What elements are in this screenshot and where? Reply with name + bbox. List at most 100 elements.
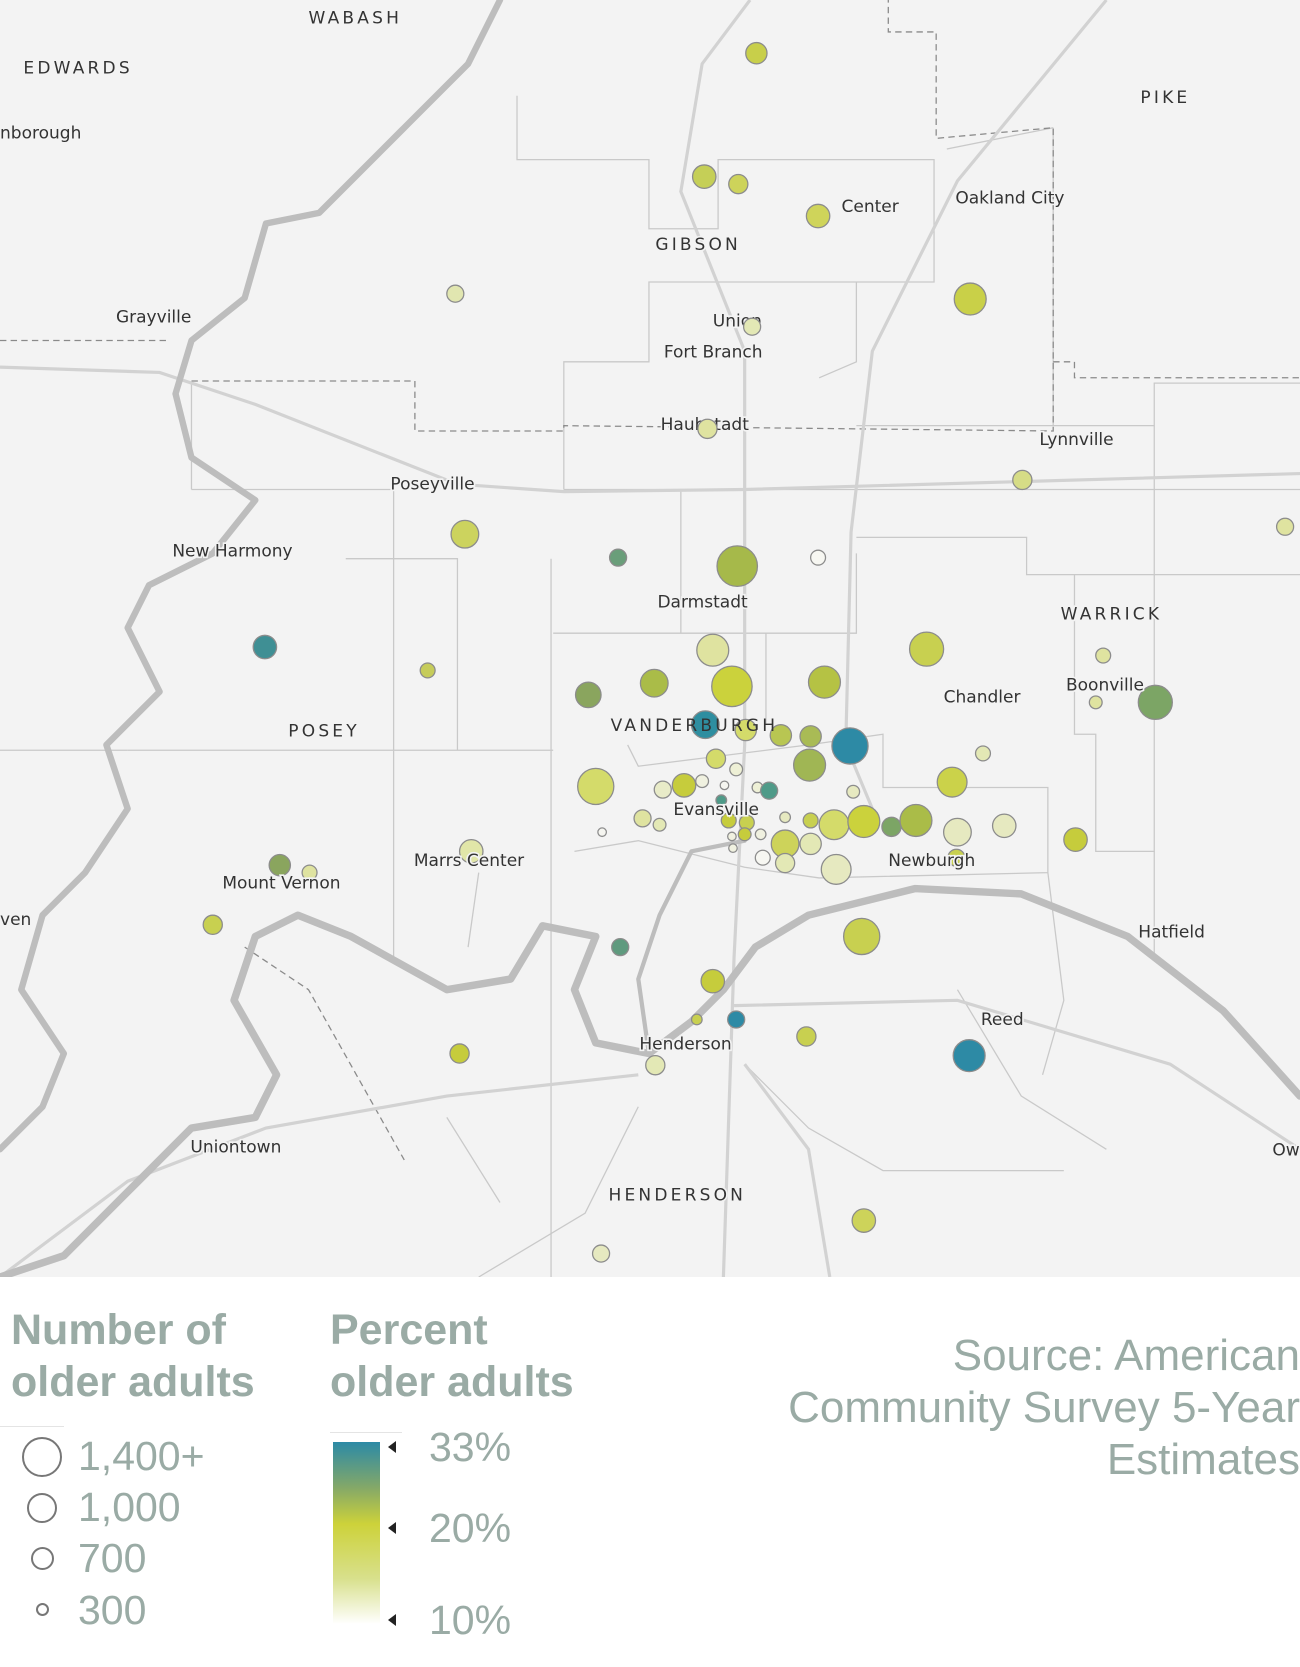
data-circle[interactable]: [690, 1013, 703, 1026]
data-circle[interactable]: [608, 548, 628, 567]
data-circle[interactable]: [745, 41, 768, 65]
data-circle[interactable]: [974, 745, 992, 762]
data-circle[interactable]: [936, 766, 968, 798]
data-circle[interactable]: [952, 1039, 986, 1073]
data-circle[interactable]: [697, 418, 718, 440]
data-circle[interactable]: [591, 1244, 611, 1263]
label-oakland-city: Oakland City: [955, 188, 1064, 208]
label-gibson: GIBSON: [655, 235, 741, 255]
data-circle[interactable]: [645, 1055, 666, 1076]
data-circle[interactable]: [805, 203, 831, 229]
label-mount-vernon: Mount Vernon: [222, 874, 340, 894]
data-circle[interactable]: [769, 724, 793, 747]
data-circle[interactable]: [953, 282, 987, 316]
data-circle[interactable]: [807, 665, 842, 699]
data-circle[interactable]: [715, 794, 728, 807]
data-circle[interactable]: [796, 1026, 817, 1047]
data-circle[interactable]: [774, 852, 796, 874]
data-circle[interactable]: [779, 811, 792, 824]
data-circle[interactable]: [737, 827, 752, 842]
data-circle[interactable]: [847, 804, 881, 839]
color-ramp: [333, 1442, 380, 1624]
label-vanderburgh: VANDERBURGH: [611, 716, 779, 736]
size-legend-title-line1: Number of: [11, 1306, 226, 1354]
data-circle[interactable]: [760, 781, 779, 800]
label-warrick: WARRICK: [1061, 604, 1163, 624]
rivers: [0, 0, 1300, 1277]
data-circle[interactable]: [705, 748, 727, 769]
data-circle[interactable]: [639, 668, 669, 698]
data-circle[interactable]: [301, 864, 318, 881]
data-circle[interactable]: [202, 914, 223, 935]
data-circle[interactable]: [1137, 684, 1173, 721]
data-circle[interactable]: [720, 812, 737, 829]
color-legend-divider: [330, 1432, 402, 1433]
data-circle[interactable]: [458, 838, 484, 864]
data-circle[interactable]: [728, 843, 738, 854]
data-circle[interactable]: [809, 549, 827, 566]
data-circle[interactable]: [818, 809, 850, 841]
data-circle[interactable]: [653, 780, 672, 799]
data-circle[interactable]: [691, 164, 717, 189]
data-circle[interactable]: [728, 173, 749, 195]
data-circle[interactable]: [942, 817, 972, 847]
data-circle[interactable]: [742, 317, 762, 336]
data-circle[interactable]: [1095, 647, 1112, 664]
data-circle[interactable]: [419, 662, 436, 679]
data-circle[interactable]: [734, 718, 758, 742]
data-circle[interactable]: [1012, 469, 1033, 491]
data-circle[interactable]: [831, 727, 869, 765]
data-circle[interactable]: [908, 631, 945, 667]
data-circle[interactable]: [846, 784, 861, 799]
data-circle[interactable]: [577, 767, 615, 806]
label-new-harmony: New Harmony: [172, 542, 292, 562]
data-circle[interactable]: [719, 780, 730, 791]
data-circle[interactable]: [881, 816, 902, 838]
data-circle[interactable]: [446, 284, 465, 303]
data-circle[interactable]: [1088, 695, 1103, 710]
data-circle[interactable]: [449, 1043, 470, 1064]
data-circle[interactable]: [450, 519, 480, 549]
data-circle[interactable]: [851, 1208, 877, 1233]
data-circle[interactable]: [268, 853, 292, 877]
data-circle[interactable]: [947, 848, 966, 867]
data-circle[interactable]: [729, 762, 744, 777]
data-circle[interactable]: [716, 545, 759, 587]
data-circle[interactable]: [1275, 517, 1295, 536]
data-circle[interactable]: [695, 774, 710, 789]
size-label-700: 700: [78, 1535, 147, 1581]
label-wabash: WABASH: [309, 8, 403, 28]
data-circle[interactable]: [611, 937, 630, 957]
data-circle[interactable]: [633, 809, 652, 828]
data-circle[interactable]: [597, 827, 608, 838]
data-circle[interactable]: [574, 681, 602, 709]
data-circle[interactable]: [1063, 827, 1088, 852]
data-circle[interactable]: [754, 849, 771, 866]
label-boonville: Boonville: [1066, 676, 1144, 696]
data-circle[interactable]: [842, 917, 881, 956]
data-circle[interactable]: [711, 665, 753, 708]
color-legend-title-line1: Percent: [330, 1306, 488, 1354]
circles: [202, 41, 1295, 1263]
data-circle[interactable]: [899, 803, 933, 838]
data-circle[interactable]: [991, 813, 1017, 839]
data-circle[interactable]: [690, 710, 720, 740]
data-circle[interactable]: [700, 968, 726, 994]
roads: [0, 0, 1300, 1277]
data-circle[interactable]: [799, 725, 822, 748]
data-circle[interactable]: [652, 817, 667, 832]
label-evansville: Evansville: [673, 800, 759, 820]
data-circle[interactable]: [799, 832, 822, 856]
data-circle[interactable]: [802, 812, 819, 829]
data-circle[interactable]: [792, 748, 827, 782]
data-circle[interactable]: [727, 831, 737, 842]
data-circle[interactable]: [252, 634, 278, 660]
map[interactable]: WABASH EDWARDS nborough PIKE Center Oakl…: [0, 0, 1300, 1277]
data-circle[interactable]: [754, 828, 767, 841]
size-circle-700: [31, 1547, 54, 1570]
data-circle[interactable]: [696, 633, 730, 667]
data-circle[interactable]: [820, 853, 852, 885]
data-circle[interactable]: [727, 1010, 746, 1029]
data-circle[interactable]: [671, 773, 697, 798]
size-label-300: 300: [78, 1587, 147, 1633]
